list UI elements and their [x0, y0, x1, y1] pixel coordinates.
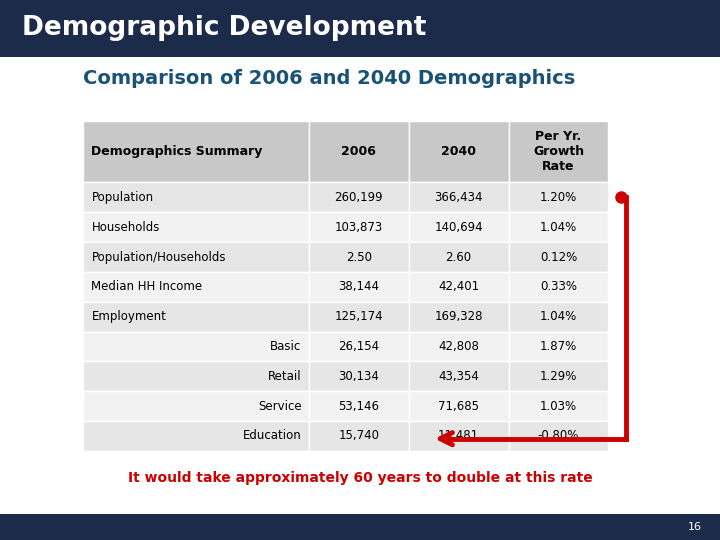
Text: 26,154: 26,154 — [338, 340, 379, 353]
Bar — [508, 392, 608, 421]
Bar — [83, 122, 309, 183]
Bar — [309, 361, 409, 392]
Bar — [83, 183, 309, 212]
Text: 2.50: 2.50 — [346, 251, 372, 264]
Bar — [309, 392, 409, 421]
Bar — [83, 212, 309, 242]
Bar — [83, 332, 309, 361]
Bar — [508, 212, 608, 242]
Text: 1.20%: 1.20% — [540, 191, 577, 204]
Text: 2.60: 2.60 — [446, 251, 472, 264]
Text: Population/Households: Population/Households — [91, 251, 226, 264]
Text: 0.12%: 0.12% — [540, 251, 577, 264]
Bar — [409, 392, 508, 421]
Bar — [309, 122, 409, 183]
Text: Service: Service — [258, 400, 302, 413]
Bar — [309, 272, 409, 302]
Bar — [83, 392, 309, 421]
Text: It would take approximately 60 years to double at this rate: It would take approximately 60 years to … — [127, 471, 593, 485]
Bar — [409, 183, 508, 212]
Text: 38,144: 38,144 — [338, 280, 379, 293]
Text: 0.33%: 0.33% — [540, 280, 577, 293]
Bar — [409, 242, 508, 272]
Text: 15,740: 15,740 — [338, 429, 379, 442]
Bar — [508, 302, 608, 332]
Bar — [409, 272, 508, 302]
Text: 42,808: 42,808 — [438, 340, 479, 353]
Text: Comparison of 2006 and 2040 Demographics: Comparison of 2006 and 2040 Demographics — [83, 69, 575, 88]
Text: 1.03%: 1.03% — [540, 400, 577, 413]
Bar — [309, 183, 409, 212]
Text: Demographics Summary: Demographics Summary — [91, 145, 263, 158]
Text: 16: 16 — [688, 522, 702, 532]
Bar — [83, 302, 309, 332]
Bar — [409, 421, 508, 451]
Bar — [409, 332, 508, 361]
Text: 30,134: 30,134 — [338, 370, 379, 383]
Bar — [309, 332, 409, 361]
Bar — [309, 302, 409, 332]
Text: Demographic Development: Demographic Development — [22, 15, 426, 41]
Text: 125,174: 125,174 — [334, 310, 383, 323]
Bar — [409, 302, 508, 332]
Text: 53,146: 53,146 — [338, 400, 379, 413]
Text: -0.80%: -0.80% — [538, 429, 579, 442]
Bar — [309, 421, 409, 451]
Text: 1.04%: 1.04% — [540, 221, 577, 234]
Text: Basic: Basic — [270, 340, 302, 353]
Bar — [309, 212, 409, 242]
Bar — [409, 212, 508, 242]
Text: Population: Population — [91, 191, 153, 204]
Text: 11,481: 11,481 — [438, 429, 480, 442]
Text: Median HH Income: Median HH Income — [91, 280, 202, 293]
Text: 140,694: 140,694 — [434, 221, 483, 234]
Text: 2040: 2040 — [441, 145, 476, 158]
Text: Households: Households — [91, 221, 160, 234]
Text: Education: Education — [243, 429, 302, 442]
Bar — [83, 272, 309, 302]
Text: 1.04%: 1.04% — [540, 310, 577, 323]
Bar — [83, 361, 309, 392]
Text: 2006: 2006 — [341, 145, 376, 158]
Bar — [508, 421, 608, 451]
Text: 42,401: 42,401 — [438, 280, 480, 293]
Text: 366,434: 366,434 — [434, 191, 483, 204]
Bar — [83, 421, 309, 451]
Bar — [508, 242, 608, 272]
Text: 1.87%: 1.87% — [540, 340, 577, 353]
Text: 169,328: 169,328 — [434, 310, 483, 323]
Bar — [409, 361, 508, 392]
Bar — [508, 332, 608, 361]
Bar — [409, 122, 508, 183]
Text: Retail: Retail — [268, 370, 302, 383]
Bar — [309, 242, 409, 272]
Bar — [508, 272, 608, 302]
Bar — [0, 514, 720, 540]
Text: 71,685: 71,685 — [438, 400, 479, 413]
Bar — [508, 122, 608, 183]
Bar — [508, 361, 608, 392]
Bar — [0, 0, 720, 57]
Bar — [508, 183, 608, 212]
Text: 260,199: 260,199 — [334, 191, 383, 204]
Text: 43,354: 43,354 — [438, 370, 479, 383]
Text: 1.29%: 1.29% — [540, 370, 577, 383]
Text: Employment: Employment — [91, 310, 166, 323]
Bar — [83, 242, 309, 272]
Text: 103,873: 103,873 — [335, 221, 383, 234]
Text: Per Yr.
Growth
Rate: Per Yr. Growth Rate — [533, 131, 584, 173]
